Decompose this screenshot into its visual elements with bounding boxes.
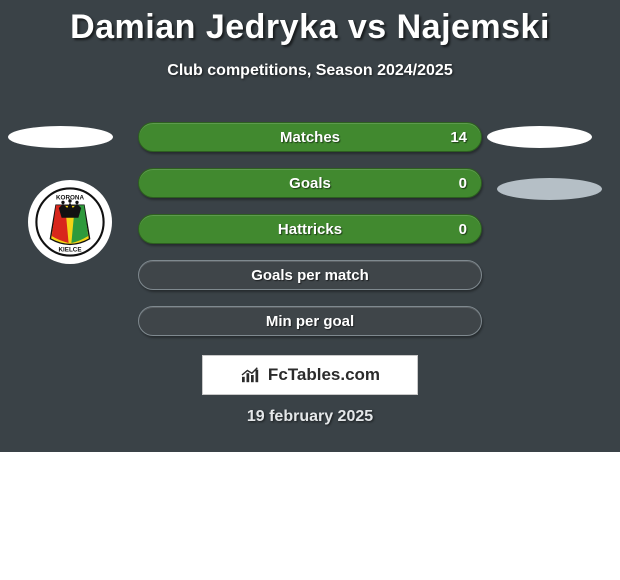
page-subtitle: Club competitions, Season 2024/2025 — [0, 62, 620, 80]
korona-kielce-crest-icon: KORONA KIELCE — [35, 187, 105, 257]
stat-bar-matches: Matches 14 — [138, 122, 482, 152]
club-right-placeholder — [497, 178, 602, 200]
brand-text-rest: Tables.com — [288, 365, 380, 384]
stat-value: 14 — [450, 123, 467, 151]
brand-text-c: c — [278, 365, 287, 384]
stat-label: Min per goal — [139, 307, 481, 335]
stat-bar-goals: Goals 0 — [138, 168, 482, 198]
stat-label: Goals per match — [139, 261, 481, 289]
stat-label: Hattricks — [139, 215, 481, 243]
brand-text: FcTables.com — [268, 365, 380, 385]
stat-value: 0 — [459, 169, 467, 197]
player-right-placeholder — [487, 126, 592, 148]
stat-bar-min-per-goal: Min per goal — [138, 306, 482, 336]
bar-chart-icon — [240, 366, 262, 384]
stat-bar-goals-per-match: Goals per match — [138, 260, 482, 290]
page-title: Damian Jedryka vs Najemski — [0, 8, 620, 47]
stat-bars: Matches 14 Goals 0 Hattricks 0 Goals per… — [138, 122, 482, 352]
stat-bar-hattricks: Hattricks 0 — [138, 214, 482, 244]
stat-value: 0 — [459, 215, 467, 243]
brand-text-f: F — [268, 365, 278, 384]
crest-bottom-text: KIELCE — [58, 246, 81, 253]
brand-box: FcTables.com — [202, 355, 418, 395]
player-left-placeholder — [8, 126, 113, 148]
generated-date: 19 february 2025 — [0, 408, 620, 426]
stat-label: Matches — [139, 123, 481, 151]
club-badge-left: KORONA KIELCE — [28, 180, 112, 264]
stat-label: Goals — [139, 169, 481, 197]
